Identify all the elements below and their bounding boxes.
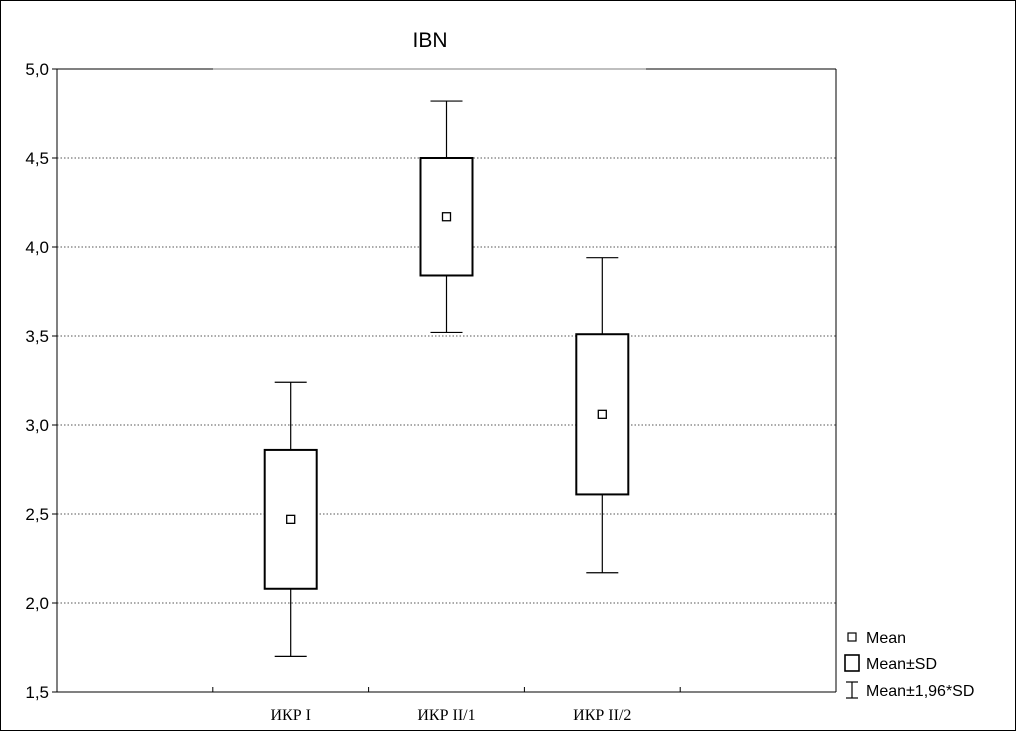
box-group xyxy=(263,381,318,658)
y-tick-label: 5,0 xyxy=(25,60,49,79)
legend-label-box: Mean±SD xyxy=(866,656,937,673)
legend-label-mean: Mean xyxy=(866,630,906,647)
mean-marker xyxy=(441,212,452,222)
legend-box-symbol xyxy=(844,654,860,672)
y-tick-label: 4,0 xyxy=(25,238,49,257)
legend: Mean Mean±SD Mean±1,96*SD xyxy=(844,630,974,700)
legend-label-whisker: Mean±1,96*SD xyxy=(866,683,974,700)
y-tick-label: 2,0 xyxy=(25,594,49,613)
y-tick-label: 3,5 xyxy=(25,327,49,346)
boxes xyxy=(263,100,630,658)
x-axis-ticks: ИКР I ИКР II/1 ИКР II/2 xyxy=(212,687,681,724)
y-tick-label: 4,5 xyxy=(25,149,49,168)
x-tick-label: ИКР I xyxy=(270,707,310,724)
y-tick-label: 3,0 xyxy=(25,416,49,435)
y-tick-label: 1,5 xyxy=(25,683,49,702)
y-tick-label: 2,5 xyxy=(25,505,49,524)
y-axis-ticks: 1,5 2,0 2,5 3,0 3,5 4,0 4,5 5,0 xyxy=(25,60,57,702)
mean-marker xyxy=(597,409,607,419)
box-group xyxy=(575,257,630,574)
x-tick-label: ИКР II/2 xyxy=(573,707,631,724)
box-group xyxy=(419,100,474,334)
chart-title: IBN xyxy=(412,29,447,52)
legend-mean-symbol xyxy=(847,632,857,642)
plot-axes xyxy=(56,68,837,693)
x-tick-label: ИКР II/1 xyxy=(417,707,475,724)
mean-marker xyxy=(286,514,296,524)
